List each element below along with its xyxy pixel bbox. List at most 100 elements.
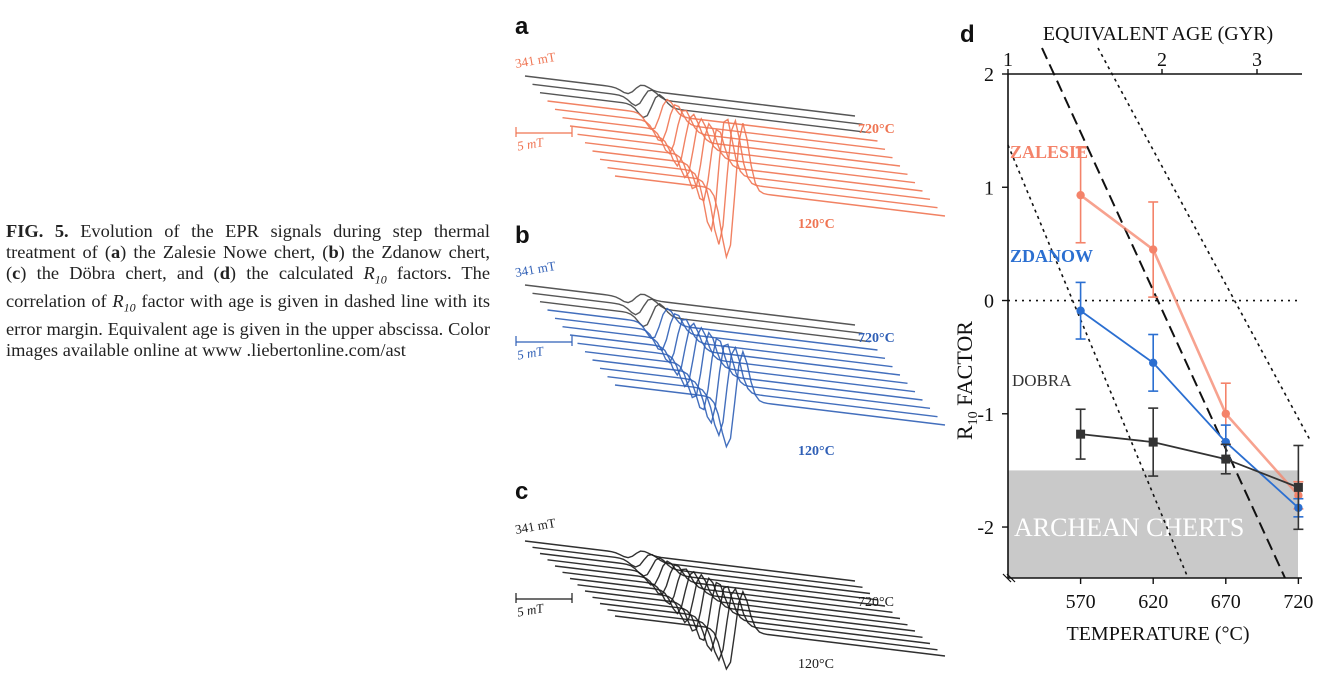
panel-letter-b: b bbox=[515, 222, 530, 249]
epr-spectrum-trace bbox=[562, 318, 893, 368]
series-label-zdanow: ZDANOW bbox=[1010, 246, 1093, 266]
data-point-dobra bbox=[1221, 454, 1231, 464]
epr-spectrum-trace bbox=[562, 568, 893, 613]
caption-r10-a: R10 bbox=[363, 263, 387, 288]
figure-caption: FIG. 5. Evolution of the EPR signals dur… bbox=[6, 221, 490, 362]
x-tick-label: 670 bbox=[1211, 591, 1241, 613]
epr-spectrum-trace bbox=[599, 118, 931, 233]
epr-spectrum-trace bbox=[607, 587, 938, 662]
epr-spectrum-trace bbox=[614, 123, 946, 260]
scale-label: 5 mT bbox=[516, 343, 545, 362]
epr-spectrum-trace bbox=[592, 128, 923, 202]
field-label: 341 mT bbox=[514, 515, 557, 537]
epr-spectrum-trace bbox=[547, 559, 878, 601]
y-axis-title-r: R bbox=[952, 425, 977, 440]
axis-break-mark bbox=[1006, 573, 1016, 583]
y-tick-label: 2 bbox=[984, 64, 994, 86]
epr-spectrum-trace bbox=[532, 292, 863, 334]
caption-r10-b: R10 bbox=[112, 291, 136, 315]
epr-spectrum-trace bbox=[599, 343, 931, 425]
caption-text-7: factor with age is given in dashed line … bbox=[6, 291, 491, 361]
epr-spectrum-trace bbox=[592, 581, 923, 642]
y-tick-label: 1 bbox=[984, 177, 994, 199]
epr-spectrum-trace bbox=[524, 540, 856, 582]
caption-text-1: Evolution of the EPR signals during step… bbox=[6, 221, 490, 263]
series-line-zalesie bbox=[1079, 194, 1300, 497]
temperature-label-top: 720°C bbox=[858, 122, 895, 137]
epr-spectrum-trace bbox=[577, 573, 908, 626]
panel-d-chart: d ARCHEAN CHERTS 2 10-1 -2 570 620 670 720 1 2 3 EQU… bbox=[952, 21, 1313, 645]
data-point-zalesie bbox=[1076, 190, 1085, 200]
temperature-label-bottom: 120°C bbox=[798, 217, 835, 232]
scale-label: 5 mT bbox=[516, 134, 545, 153]
error-margin-lower bbox=[1007, 144, 1189, 579]
epr-spectrum-trace bbox=[539, 552, 871, 595]
panel-c: c 341 mT 5 mT 720°C 120°C bbox=[514, 478, 946, 672]
panel-letter-d: d bbox=[960, 21, 975, 48]
archean-band-label: ARCHEAN CHERTS bbox=[1014, 513, 1244, 542]
caption-a: a bbox=[110, 242, 121, 263]
epr-spectrum-trace bbox=[532, 546, 863, 588]
series-label-dobra: DOBRA bbox=[1012, 371, 1072, 390]
scale-label: 5 mT bbox=[516, 600, 545, 619]
epr-spectrum-trace bbox=[599, 585, 931, 653]
y-axis-title-sub: 10 bbox=[966, 411, 981, 425]
caption-text-5: ) the calculated bbox=[229, 263, 364, 284]
epr-spectrum-trace bbox=[584, 331, 916, 399]
epr-spectrum-trace bbox=[547, 98, 878, 142]
top-tick-label: 3 bbox=[1252, 49, 1262, 71]
epr-spectrum-trace bbox=[577, 326, 908, 388]
data-point-zalesie bbox=[1148, 245, 1158, 254]
panel-letter-c: c bbox=[515, 478, 528, 505]
x-tick-label: 620 bbox=[1138, 591, 1168, 613]
epr-spectrum-trace bbox=[524, 75, 856, 117]
error-margin-upper bbox=[1097, 47, 1311, 441]
y-tick-label: -2 bbox=[977, 517, 994, 539]
series-line-dobra bbox=[1080, 433, 1299, 489]
data-point-zdanow bbox=[1148, 358, 1158, 368]
axis-break-mark bbox=[1002, 573, 1012, 583]
epr-spectrum-trace bbox=[562, 109, 893, 159]
panel-letter-a: a bbox=[515, 13, 529, 40]
epr-spectrum-trace bbox=[547, 307, 878, 351]
caption-text-4: ) the Döbra chert, and ( bbox=[20, 263, 220, 284]
temperature-label-top: 720°C bbox=[858, 595, 894, 610]
caption-fig-label: FIG. 5. bbox=[6, 221, 69, 241]
epr-spectrum-trace bbox=[614, 349, 946, 449]
epr-spectrum-trace bbox=[554, 312, 886, 359]
y-tick-label: -1 bbox=[977, 404, 994, 426]
panel-a: a 341 mT 5 mT 720°C 120°C bbox=[514, 13, 946, 260]
data-point-dobra bbox=[1148, 437, 1158, 447]
temperature-label-bottom: 120°C bbox=[798, 444, 835, 459]
epr-spectrum-trace bbox=[614, 589, 946, 671]
caption-c: c bbox=[12, 263, 21, 284]
x-tick-label: 570 bbox=[1066, 591, 1096, 613]
top-tick-label: 2 bbox=[1157, 49, 1167, 71]
archean-band bbox=[1008, 470, 1298, 578]
epr-spectrum-trace bbox=[569, 322, 901, 377]
epr-spectrum-trace bbox=[532, 83, 863, 125]
x-axis-title: TEMPERATURE (°C) bbox=[1067, 623, 1250, 645]
data-point-dobra bbox=[1293, 482, 1303, 492]
caption-b: b bbox=[328, 242, 339, 263]
field-label: 341 mT bbox=[514, 258, 557, 280]
field-label: 341 mT bbox=[514, 49, 557, 71]
caption-text-3: ) the Zdanow chert, ( bbox=[6, 242, 490, 284]
caption-d: d bbox=[219, 263, 230, 284]
epr-spectrum-trace bbox=[539, 301, 871, 343]
y-axis-title-rest: FACTOR bbox=[952, 321, 977, 412]
epr-spectrum-trace bbox=[607, 118, 938, 245]
epr-spectrum-trace bbox=[524, 284, 856, 326]
temperature-label-top: 720°C bbox=[858, 331, 895, 346]
y-axis-title: R10 FACTOR bbox=[952, 321, 981, 440]
caption-text-6: factors. The correlation of bbox=[6, 263, 490, 312]
x-tick-label: 720 bbox=[1283, 591, 1313, 613]
epr-spectrum-trace bbox=[554, 564, 886, 607]
series-label-zalesie: ZALESIE bbox=[1010, 142, 1088, 162]
epr-spectrum-trace bbox=[539, 92, 871, 134]
epr-spectrum-trace bbox=[569, 570, 901, 620]
series-line-zdanow bbox=[1080, 309, 1299, 509]
top-axis-title: EQUIVALENT AGE (GYR) bbox=[1043, 23, 1273, 45]
data-point-zdanow bbox=[1076, 306, 1085, 315]
